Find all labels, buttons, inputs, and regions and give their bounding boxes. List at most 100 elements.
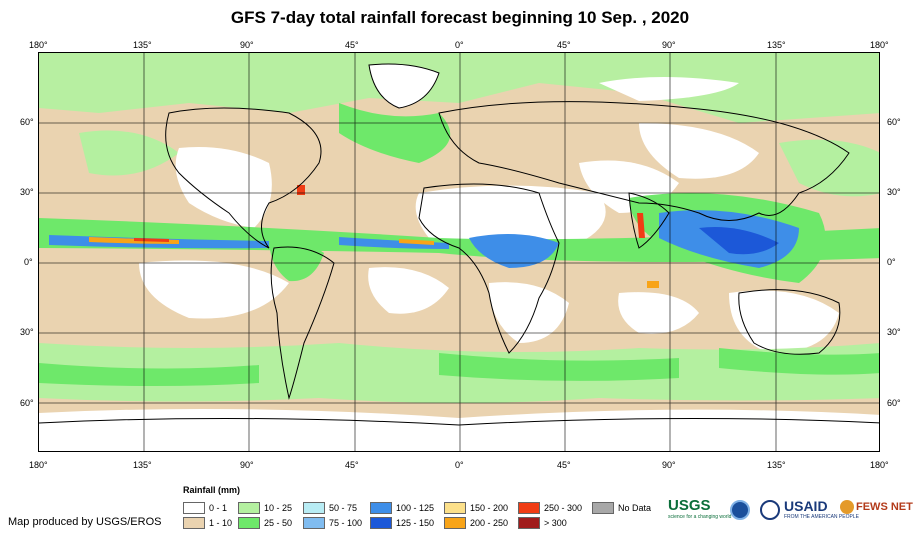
legend-item: 250 - 300 bbox=[518, 502, 582, 514]
south-atlantic-dry bbox=[368, 267, 449, 314]
legend-label: 10 - 25 bbox=[264, 503, 293, 513]
legend-item: 10 - 25 bbox=[238, 502, 292, 514]
lat-label: 60° bbox=[20, 117, 34, 127]
central-asia-dry bbox=[639, 123, 759, 179]
lat-label: 0° bbox=[887, 257, 896, 267]
legend-label: 200 - 250 bbox=[470, 518, 509, 528]
legend-swatch bbox=[238, 502, 260, 514]
legend-swatch bbox=[238, 517, 260, 529]
fews-net-globe-icon bbox=[840, 500, 854, 514]
legend-item: > 300 bbox=[518, 517, 567, 529]
south-pacific-dry bbox=[139, 260, 289, 319]
legend-swatch bbox=[518, 517, 540, 529]
legend-item: 25 - 50 bbox=[238, 517, 292, 529]
greenland-outline bbox=[368, 63, 440, 109]
lon-label: 45° bbox=[557, 460, 571, 470]
lon-label: 135° bbox=[133, 460, 152, 470]
legend-swatch bbox=[370, 517, 392, 529]
legend-label: 125 - 150 bbox=[396, 518, 435, 528]
australia-dry bbox=[729, 290, 839, 353]
lon-label: 90° bbox=[240, 460, 254, 470]
legend-label: 250 - 300 bbox=[544, 503, 583, 513]
indian-ocean-extreme bbox=[647, 281, 659, 288]
legend-label: > 300 bbox=[544, 518, 567, 528]
usgs-logo-text: USGS bbox=[668, 497, 711, 514]
legend-item: No Data bbox=[592, 502, 651, 514]
legend-title: Rainfall (mm) bbox=[183, 485, 241, 495]
legend-label: 100 - 125 bbox=[396, 503, 435, 513]
legend-swatch bbox=[303, 517, 325, 529]
graticule bbox=[39, 53, 879, 451]
legend-item: 1 - 10 bbox=[183, 517, 232, 529]
usaid-logo: USAID FROM THE AMERICAN PEOPLE bbox=[784, 498, 859, 520]
southern-ocean-rain-3 bbox=[439, 353, 679, 381]
lon-label: 180° bbox=[29, 460, 48, 470]
south-america-rain bbox=[269, 241, 324, 282]
lon-label: 45° bbox=[557, 40, 571, 50]
bay-of-bengal-extreme bbox=[637, 213, 645, 238]
legend-item: 200 - 250 bbox=[444, 517, 508, 529]
lon-label: 90° bbox=[662, 40, 676, 50]
arctic-dry bbox=[599, 77, 739, 101]
legend-swatch bbox=[183, 517, 205, 529]
lon-label: 90° bbox=[240, 40, 254, 50]
legend-item: 100 - 125 bbox=[370, 502, 434, 514]
lat-label: 60° bbox=[20, 398, 34, 408]
lon-label: 0° bbox=[455, 460, 464, 470]
lat-label: 30° bbox=[887, 327, 901, 337]
legend-label: 150 - 200 bbox=[470, 503, 509, 513]
legend-swatch bbox=[444, 502, 466, 514]
lon-label: 180° bbox=[870, 40, 889, 50]
lon-label: 135° bbox=[133, 40, 152, 50]
lat-label: 0° bbox=[24, 257, 33, 267]
legend-item: 150 - 200 bbox=[444, 502, 508, 514]
lon-label: 45° bbox=[345, 460, 359, 470]
itcz-heavy-2 bbox=[339, 237, 449, 249]
fews-net-logo: FEWS NET bbox=[840, 500, 913, 514]
legend-swatch bbox=[370, 502, 392, 514]
legend-swatch bbox=[183, 502, 205, 514]
lon-label: 0° bbox=[455, 40, 464, 50]
australia-outline bbox=[738, 289, 841, 355]
north-america-dry bbox=[175, 147, 272, 228]
europe-asia-outline bbox=[438, 101, 850, 221]
africa-outline bbox=[418, 183, 560, 354]
legend-swatch bbox=[444, 517, 466, 529]
legend-swatch bbox=[518, 502, 540, 514]
southern-africa-dry bbox=[489, 282, 569, 343]
lon-label: 135° bbox=[767, 40, 786, 50]
map-title: GFS 7-day total rainfall forecast beginn… bbox=[230, 8, 690, 27]
india-outline bbox=[628, 192, 670, 249]
north-pacific-rain bbox=[79, 130, 179, 176]
lon-label: 45° bbox=[345, 40, 359, 50]
usaid-seal-icon bbox=[760, 500, 780, 520]
legend-label: No Data bbox=[618, 503, 652, 513]
legend-label: 0 - 1 bbox=[209, 503, 228, 513]
legend-item: 50 - 75 bbox=[303, 502, 357, 514]
africa-rain bbox=[469, 234, 559, 268]
gulf-storm bbox=[297, 185, 305, 195]
south-indian-dry bbox=[618, 292, 699, 334]
legend-item: 125 - 150 bbox=[370, 517, 434, 529]
usgs-tagline: science for a changing world bbox=[668, 514, 732, 520]
north-pacific-rain-2 bbox=[779, 139, 879, 197]
legend-label: 25 - 50 bbox=[264, 518, 293, 528]
lat-label: 60° bbox=[887, 117, 901, 127]
lon-label: 90° bbox=[662, 460, 676, 470]
legend-swatch bbox=[592, 502, 614, 514]
country-borders bbox=[39, 63, 879, 426]
usaid-logo-text: USAID bbox=[784, 498, 828, 514]
lat-label: 30° bbox=[20, 327, 34, 337]
asian-monsoon-intense bbox=[699, 227, 779, 255]
north-america-outline bbox=[165, 107, 322, 249]
southern-ocean-rain-4 bbox=[719, 348, 879, 375]
southern-ocean-rain-2 bbox=[39, 363, 259, 386]
greenland-dry bbox=[369, 64, 439, 108]
lon-label: 135° bbox=[767, 460, 786, 470]
lon-label: 180° bbox=[29, 40, 48, 50]
itcz-extreme-2 bbox=[134, 238, 169, 242]
lon-label: 180° bbox=[870, 460, 889, 470]
lat-label: 60° bbox=[887, 398, 901, 408]
noaa-logo-icon bbox=[730, 500, 750, 520]
legend-item: 0 - 1 bbox=[183, 502, 227, 514]
